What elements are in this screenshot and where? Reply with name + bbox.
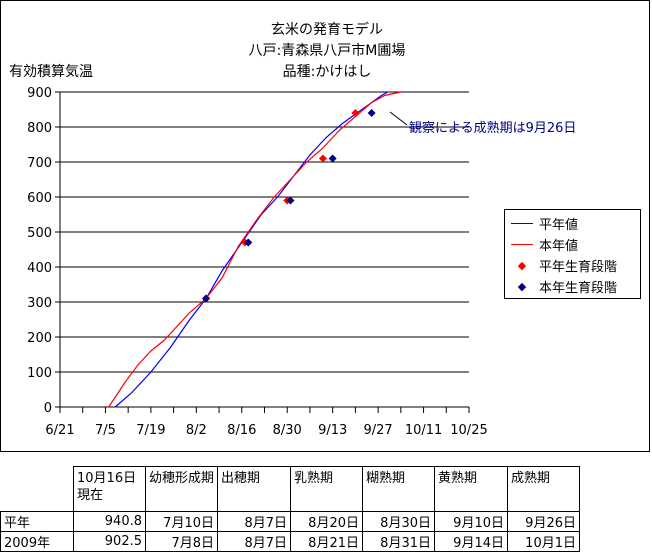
table-cell: 7月8日 [145,531,218,552]
x-tick-label: 10/11 [405,423,442,438]
legend-item-normal: 平年値 [511,214,579,233]
x-tick-label: 7/5 [95,423,116,438]
y-tick-label: 700 [27,156,52,171]
y-tick-label: 900 [27,86,52,101]
stage-marker [328,154,337,163]
table-header-cell: 幼穂形成期 [145,466,218,512]
row-label: 平年 [0,511,74,532]
maturity-annotation: 観察による成熟期は9月26日 [409,121,577,136]
diamond-icon: ◆ [517,258,527,272]
table-row: 2009年 902.5 7月8日 8月7日 8月21日 8月31日 9月14日 … [0,531,580,552]
legend-label: 平年値 [539,217,579,233]
y-tick-label: 100 [27,366,52,381]
stage-marker [351,109,360,117]
series-line [114,91,389,408]
table-header-cell: 出穂期 [217,466,291,512]
x-tick-label: 9/13 [318,423,347,438]
stage-marker [286,196,295,205]
table-header-cell: 乳熟期 [290,466,363,512]
stage-marker [202,294,211,303]
table-cell: 9月14日 [434,531,508,552]
table-header-cell: 成熟期 [507,466,580,512]
growth-stage-table: 10月16日現在 幼穂形成期 出穂期 乳熟期 糊熟期 黄熟期 成熟期 平年 94… [0,466,580,552]
table-cell: 8月31日 [362,531,435,552]
y-tick-label: 400 [27,261,52,276]
chart-subtitle-variety: 品種:かけはし [282,64,372,80]
legend-item-current: 本年値 [511,235,579,254]
table-cell: 8月21日 [290,531,363,552]
stage-markers [202,109,376,303]
y-tick-label: 600 [27,191,52,206]
chart-plot: 0 100 200 300 400 500 600 700 800 900 6/21 7/5 7/19 8… [27,86,488,438]
x-tick-label: 8/30 [273,423,302,438]
legend-label: 本年値 [539,238,579,254]
row-label: 2009年 [0,531,74,552]
axes [55,91,470,413]
y-tick-label: 0 [44,401,52,416]
x-tick-label: 8/2 [186,423,207,438]
legend-item-current-stage: ◆ 本年生育段階 [511,277,618,296]
table-corner-cell [0,466,74,512]
table-cell: 9月26日 [507,511,580,532]
x-tick-label: 10/25 [450,423,487,438]
table-cell: 8月7日 [217,511,291,532]
table-cell: 8月7日 [217,531,291,552]
stage-marker [244,238,253,247]
table-header-cell: 糊熟期 [362,466,435,512]
tick-labels: 0 100 200 300 400 500 600 700 800 900 6/21 7/5 7/19 8… [27,86,488,438]
table-cell: 10月1日 [507,531,580,552]
table-cell: 940.8 [73,511,146,532]
table-cell: 7月10日 [145,511,218,532]
series-lines [108,91,401,408]
legend-label: 平年生育段階 [539,259,618,275]
table-header-cell: 黄熟期 [434,466,508,512]
legend-line-swatch [511,243,533,245]
y-tick-label: 300 [27,296,52,311]
chart-panel: 玄米の発育モデル 八戸:青森県八戸市M圃場 品種:かけはし 有効積算気温 0 10… [0,0,650,452]
chart-subtitle-location: 八戸:青森県八戸市M圃場 [248,43,406,59]
x-tick-label: 7/19 [136,423,165,438]
legend-item-normal-stage: ◆ 平年生育段階 [511,256,618,275]
table-header-row: 10月16日現在 幼穂形成期 出穂期 乳熟期 糊熟期 黄熟期 成熟期 [0,466,580,512]
y-tick-label: 800 [27,121,52,136]
legend: 平年値 本年値 ◆ 平年生育段階 ◆ 本年生育段階 [504,209,641,299]
diamond-icon: ◆ [517,279,527,293]
x-tick-label: 6/21 [45,423,74,438]
table-cell: 902.5 [73,531,146,552]
stage-marker [367,109,376,117]
y-tick-label: 200 [27,331,52,346]
x-tick-label: 8/16 [227,423,256,438]
table-cell: 8月30日 [362,511,435,532]
chart-title: 玄米の発育モデル [271,22,383,38]
series-line [108,91,401,408]
annotation-leader-line [389,111,408,126]
table-cell: 9月10日 [434,511,508,532]
legend-label: 本年生育段階 [539,280,618,296]
x-tick-label: 9/27 [364,423,393,438]
y-axis-label: 有効積算気温 [9,64,93,80]
table-row: 平年 940.8 7月10日 8月7日 8月20日 8月30日 9月10日 9月… [0,511,580,532]
table-cell: 8月20日 [290,511,363,532]
table-header-cell: 10月16日現在 [73,466,146,512]
grid-lines [60,91,469,373]
stage-marker [318,154,327,163]
legend-line-swatch [511,222,533,224]
y-tick-label: 500 [27,226,52,241]
